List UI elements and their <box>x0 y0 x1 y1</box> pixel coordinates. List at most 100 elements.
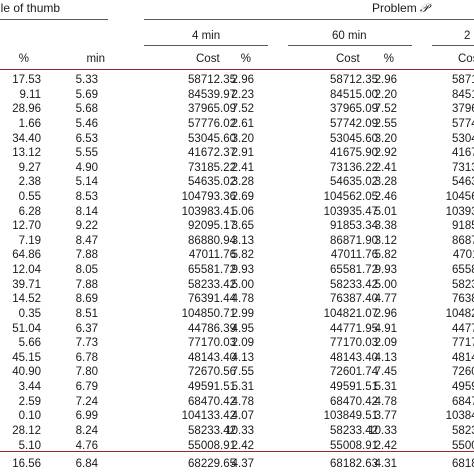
table-cell-rot-percent: 12.04 <box>12 264 41 277</box>
table-cell-60min-percent: 5.31 <box>374 381 397 393</box>
table-cell-rot-percent: 0.55 <box>18 191 41 203</box>
table-cell-60min-cost: 73136.22 <box>330 161 378 174</box>
table-cell-rot-percent: 45.15 <box>12 351 41 364</box>
table-cell-rot-percent: 28.96 <box>12 103 41 116</box>
table-cell-4min-percent: 2.41 <box>231 161 254 174</box>
table-cell-60min-cost: 86871.90 <box>330 234 378 247</box>
column-header-partial-cost: Cost <box>458 53 474 65</box>
table-cell-4min-cost: 49591.51 <box>188 381 236 393</box>
table-cell-4min-cost: 58233.42 <box>188 278 236 291</box>
table-cell-rot-percent: 2.38 <box>18 176 41 189</box>
table-cell-partial-cost: 57742.09 <box>452 117 474 130</box>
table-cell-4min-percent: 2.61 <box>231 117 254 130</box>
table-cell-60min-percent: 3.28 <box>374 176 397 189</box>
table-cell-4min-percent: 3.20 <box>231 132 254 145</box>
table-cell-60min-percent: 2.42 <box>374 439 397 452</box>
table-cell-60min-cost: 84515.00 <box>330 88 378 101</box>
table-cell-rot-percent: 5.10 <box>18 439 41 452</box>
table-cell-rot-min: 5.69 <box>75 88 98 101</box>
column-header-60min-percent: % <box>383 53 394 65</box>
table-cell-rot-min: 8.69 <box>75 293 98 306</box>
table-cell-4min-cost: 77170.03 <box>188 337 236 350</box>
table-cell-partial-cost: 55008.91 <box>452 439 474 452</box>
table-cell-rot-min: 8.05 <box>75 264 98 277</box>
table-cell-4min-cost: 73185.22 <box>188 161 236 174</box>
summary-cell-rot-min: 6.84 <box>75 458 98 470</box>
table-cell-4min-percent: 5.82 <box>231 249 254 262</box>
table-cell-60min-percent: 2.96 <box>374 307 397 320</box>
table-cell-60min-percent: 3.20 <box>374 132 397 145</box>
table-cell-4min-percent: 2.99 <box>231 307 254 320</box>
table-cell-4min-cost: 53045.60 <box>188 132 236 145</box>
table-cell-rot-min: 7.88 <box>75 249 98 262</box>
table-cell-60min-cost: 72601.74 <box>330 366 378 379</box>
table-cell-rot-percent: 0.35 <box>18 307 41 320</box>
table-cell-60min-percent: 2.41 <box>374 161 397 174</box>
summary-cell-4min-cost: 68229.65 <box>188 458 236 470</box>
table-cell-partial-cost: 84515.00 <box>452 88 474 101</box>
summary-cell-partial-cost: 68182.63 <box>452 458 474 470</box>
table-cell-4min-cost: 104133.42 <box>181 410 236 423</box>
summary-cell-60min-percent: 4.31 <box>374 458 397 470</box>
table-cell-4min-percent: 4.78 <box>231 293 254 306</box>
table-cell-rot-min: 5.46 <box>75 117 98 130</box>
summary-cell-60min-cost: 68182.63 <box>330 458 378 470</box>
table-cell-60min-percent: 2.55 <box>374 117 397 130</box>
header-rule <box>0 69 474 70</box>
table-cell-60min-cost: 68470.42 <box>330 395 378 408</box>
table-cell-60min-percent: 2.09 <box>374 337 397 350</box>
table-cell-partial-cost: 54635.02 <box>452 176 474 189</box>
table-cell-4min-percent: 2.96 <box>231 74 254 86</box>
table-cell-4min-percent: 4.07 <box>231 410 254 423</box>
problem-label: Problem <box>372 1 417 15</box>
table-cell-partial-cost: 77170.03 <box>452 337 474 350</box>
table-cell-partial-cost: 37965.09 <box>452 103 474 116</box>
table-cell-4min-cost: 57776.02 <box>188 117 236 130</box>
table-cell-60min-cost: 104821.07 <box>323 307 378 320</box>
table-cell-60min-percent: 2.20 <box>374 88 397 101</box>
table-cell-rot-min: 9.22 <box>75 220 98 233</box>
table-cell-60min-percent: 3.38 <box>374 220 397 233</box>
table-cell-60min-percent: 4.77 <box>374 293 397 306</box>
table-cell-partial-cost: 103849.51 <box>445 410 474 423</box>
table-cell-4min-percent: 2.23 <box>231 88 254 101</box>
table-cell-60min-percent: 7.52 <box>374 103 397 116</box>
table-cell-4min-percent: 4.95 <box>231 322 254 335</box>
group-header-problem: Problem 𝒫 <box>372 1 429 16</box>
table-cell-rot-percent: 39.71 <box>12 278 41 291</box>
table-cell-rot-percent: 17.53 <box>12 74 41 86</box>
table-cell-60min-percent: 5.01 <box>374 205 397 218</box>
table-cell-60min-cost: 65581.72 <box>330 264 378 277</box>
table-cell-4min-percent: 3.28 <box>231 176 254 189</box>
table-cell-4min-cost: 84539.97 <box>188 88 236 101</box>
table-cell-4min-cost: 92095.17 <box>188 220 236 233</box>
table-cell-rot-min: 5.33 <box>75 74 98 86</box>
table-cell-4min-cost: 47011.76 <box>188 249 236 262</box>
table-cell-partial-cost: 48143.40 <box>452 351 474 364</box>
table-cell-partial-cost: 91853.34 <box>452 220 474 233</box>
table-cell-4min-percent: 3.13 <box>231 234 254 247</box>
table-cell-4min-percent: 4.13 <box>231 351 254 364</box>
table-cell-rot-percent: 14.52 <box>12 293 41 306</box>
table-cell-rot-percent: 0.10 <box>18 410 41 423</box>
table-cell-partial-cost: 65581.72 <box>452 264 474 277</box>
table-cell-partial-cost: 104821.07 <box>445 307 474 320</box>
table-cell-rot-percent: 12.70 <box>12 220 41 233</box>
subheader-partial: 2 <box>464 30 471 42</box>
table-cell-partial-cost: 103935.47 <box>445 205 474 218</box>
table-cell-60min-percent: 10.33 <box>368 424 397 437</box>
table-cell-4min-percent: 3.65 <box>231 220 254 233</box>
table-cell-4min-cost: 86880.94 <box>188 234 236 247</box>
table-cell-60min-cost: 37965.09 <box>330 103 378 116</box>
table-cell-rot-min: 6.53 <box>75 132 98 145</box>
table-cell-4min-cost: 76391.44 <box>188 293 236 306</box>
table-cell-4min-cost: 37965.09 <box>188 103 236 116</box>
table-cell-rot-min: 6.79 <box>75 381 98 393</box>
subheader-4-min: 4 min <box>192 30 221 42</box>
table-cell-60min-cost: 76387.40 <box>330 293 378 306</box>
table-cell-4min-percent: 2.69 <box>231 191 254 203</box>
summary-rule <box>0 451 474 452</box>
table-cell-4min-cost: 103983.41 <box>181 205 236 218</box>
table-cell-rot-min: 8.24 <box>75 424 98 437</box>
subheader-rule-partial <box>432 45 474 46</box>
